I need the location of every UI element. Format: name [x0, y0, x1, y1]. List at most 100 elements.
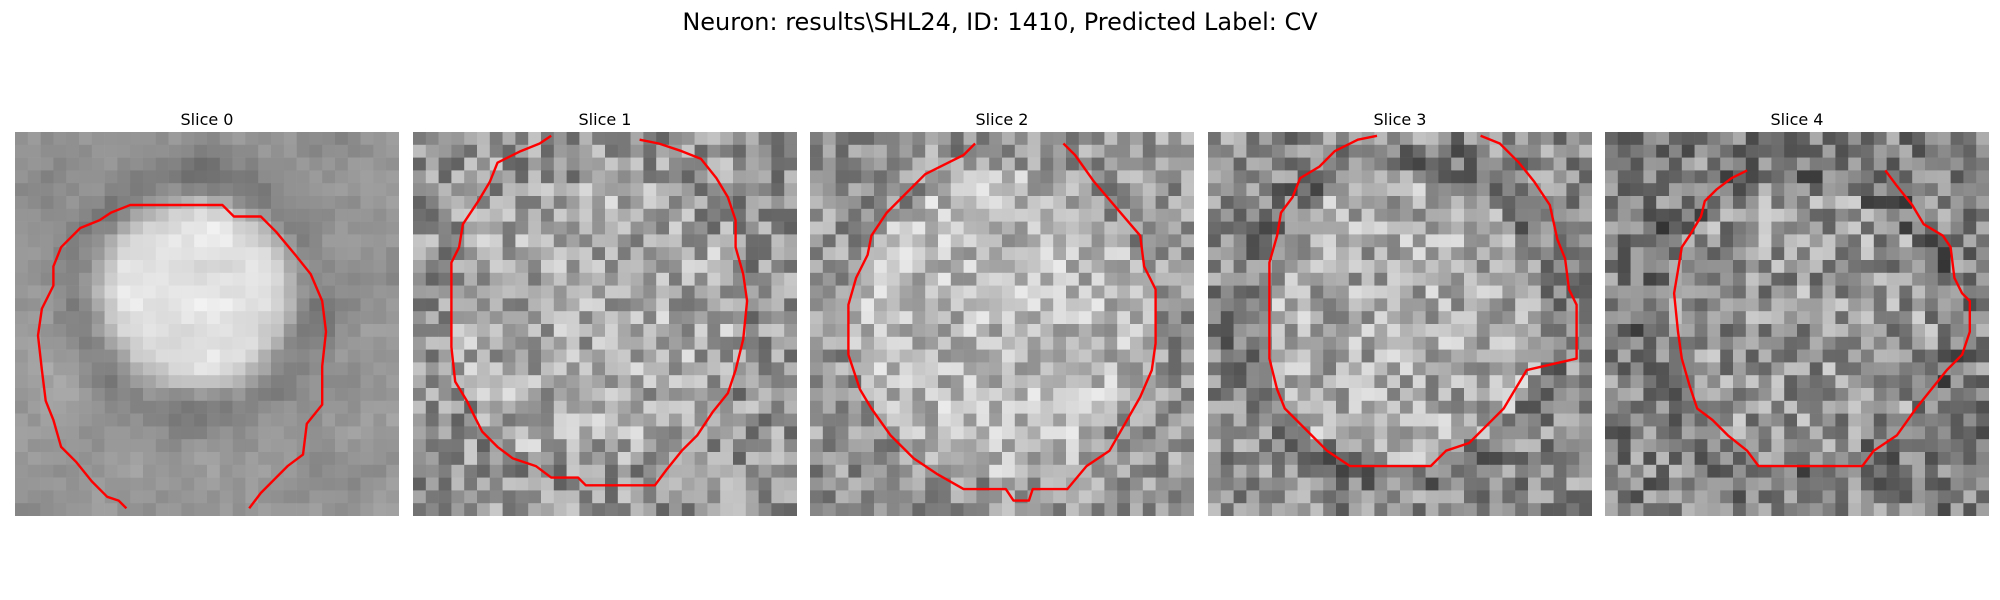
pixel-cell: [451, 337, 464, 350]
pixel-cell: [284, 324, 297, 337]
pixel-cell: [1515, 350, 1528, 363]
pixel-cell: [41, 503, 54, 516]
pixel-cell: [784, 145, 797, 158]
pixel-cell: [1823, 401, 1836, 414]
pixel-cell: [1053, 337, 1066, 350]
pixel-cell: [592, 503, 605, 516]
pixel-cell: [874, 375, 887, 388]
pixel-cell: [643, 170, 656, 183]
pixel-cell: [284, 414, 297, 427]
pixel-cell: [810, 158, 823, 171]
pixel-cell: [1707, 247, 1720, 260]
pixel-cell: [1438, 337, 1451, 350]
pixel-cell: [784, 478, 797, 491]
pixel-cell: [348, 324, 361, 337]
pixel-cell: [426, 132, 439, 145]
pixel-cell: [439, 209, 452, 222]
pixel-cell: [733, 388, 746, 401]
pixel-cell: [156, 145, 169, 158]
pixel-cell: [976, 311, 989, 324]
pixel-cell: [1976, 260, 1989, 273]
pixel-cell: [1168, 222, 1181, 235]
pixel-cell: [976, 158, 989, 171]
pixel-cell: [130, 273, 143, 286]
pixel-cell: [41, 247, 54, 260]
pixel-cell: [1066, 234, 1079, 247]
pixel-cell: [451, 478, 464, 491]
pixel-cell: [1015, 170, 1028, 183]
pixel-cell: [503, 414, 516, 427]
pixel-cell: [41, 158, 54, 171]
pixel-cell: [1413, 183, 1426, 196]
pixel-cell: [1656, 196, 1669, 209]
pixel-cell: [1413, 490, 1426, 503]
pixel-cell: [1066, 350, 1079, 363]
slice-image: [810, 132, 1194, 516]
pixel-cell: [771, 324, 784, 337]
pixel-cell: [759, 401, 772, 414]
pixel-cell: [1631, 145, 1644, 158]
pixel-cell: [810, 247, 823, 260]
pixel-cell: [1643, 260, 1656, 273]
pixel-cell: [618, 401, 631, 414]
pixel-cell: [1695, 145, 1708, 158]
pixel-cell: [322, 452, 335, 465]
pixel-cell: [810, 183, 823, 196]
pixel-cell: [823, 439, 836, 452]
pixel-cell: [271, 298, 284, 311]
pixel-cell: [1618, 286, 1631, 299]
pixel-cell: [181, 503, 194, 516]
pixel-cell: [669, 414, 682, 427]
pixel-cell: [554, 375, 567, 388]
pixel-cell: [1053, 145, 1066, 158]
pixel-cell: [925, 490, 938, 503]
pixel-cell: [1963, 401, 1976, 414]
pixel-cell: [964, 158, 977, 171]
pixel-cell: [541, 337, 554, 350]
pixel-cell: [1618, 465, 1631, 478]
pixel-cell: [1887, 324, 1900, 337]
pixel-cell: [117, 298, 130, 311]
pixel-cell: [592, 222, 605, 235]
pixel-cell: [1234, 503, 1247, 516]
pixel-cell: [592, 311, 605, 324]
pixel-cell: [451, 490, 464, 503]
pixel-cell: [848, 170, 861, 183]
pixel-cell: [1426, 170, 1439, 183]
pixel-cell: [810, 452, 823, 465]
pixel-cell: [1234, 465, 1247, 478]
pixel-cell: [309, 247, 322, 260]
pixel-cell: [682, 490, 695, 503]
pixel-cell: [951, 209, 964, 222]
pixel-cell: [1208, 209, 1221, 222]
pixel-cell: [771, 145, 784, 158]
pixel-cell: [541, 247, 554, 260]
pixel-cell: [169, 337, 182, 350]
pixel-cell: [1541, 311, 1554, 324]
pixel-cell: [1643, 234, 1656, 247]
pixel-cell: [631, 375, 644, 388]
pixel-cell: [181, 170, 194, 183]
pixel-cell: [1631, 247, 1644, 260]
pixel-cell: [643, 375, 656, 388]
pixel-cell: [220, 260, 233, 273]
pixel-cell: [1477, 375, 1490, 388]
pixel-cell: [156, 311, 169, 324]
pixel-cell: [15, 260, 28, 273]
pixel-cell: [567, 260, 580, 273]
pixel-cell: [631, 503, 644, 516]
pixel-cell: [53, 388, 66, 401]
pixel-cell: [1028, 375, 1041, 388]
pixel-cell: [1349, 209, 1362, 222]
pixel-cell: [130, 209, 143, 222]
pixel-cell: [169, 439, 182, 452]
pixel-cell: [592, 490, 605, 503]
pixel-cell: [1323, 362, 1336, 375]
pixel-cell: [1015, 158, 1028, 171]
pixel-cell: [1285, 503, 1298, 516]
pixel-cell: [1323, 375, 1336, 388]
pixel-cell: [1104, 375, 1117, 388]
pixel-cell: [426, 324, 439, 337]
pixel-cell: [439, 196, 452, 209]
pixel-cell: [284, 170, 297, 183]
